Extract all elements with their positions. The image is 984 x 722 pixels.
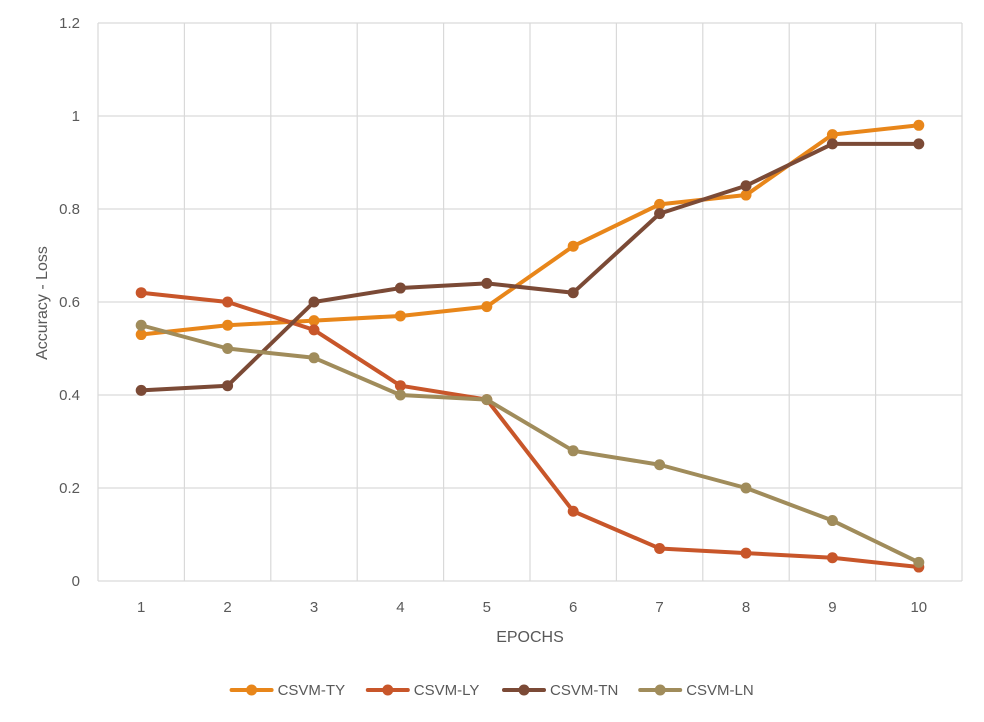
legend-item: CSVM-TY [229,682,346,699]
x-tick-label: 3 [310,599,318,616]
data-point [913,119,925,131]
x-tick-label: 7 [655,599,663,616]
data-point [740,180,752,192]
x-tick-label: 5 [483,599,491,616]
y-tick-label: 1 [72,108,80,125]
data-point [654,198,666,210]
legend-item: CSVM-LN [638,682,754,699]
x-tick-label: 2 [223,599,231,616]
series-csvm-ln [135,319,925,568]
data-point [567,445,579,457]
legend: CSVM-TY CSVM-LY CSVM-TN CSVM-LN [229,682,754,699]
legend-marker [518,684,530,696]
data-point [913,138,925,150]
data-point [567,505,579,517]
data-point [481,394,493,406]
legend-marker [246,684,258,696]
x-axis-title: EPOCHS [496,629,564,646]
x-tick-label: 9 [828,599,836,616]
y-tick-label: 0.2 [59,480,80,497]
data-point [740,189,752,201]
data-point [481,277,493,289]
y-tick-label: 0.8 [59,201,80,218]
data-point [308,296,320,308]
data-point [567,240,579,252]
axis-layer: 0 0.2 0.4 0.6 0.8 1 1.2 1 2 3 4 5 6 7 8 9 10 [59,15,927,616]
data-point [740,547,752,559]
data-point [567,287,579,299]
series-line [139,323,921,565]
series-line [139,290,921,570]
legend-label: CSVM-LN [686,682,754,699]
legend-label: CSVM-TY [278,682,346,699]
data-point [654,542,666,554]
data-point [394,389,406,401]
x-tick-label: 1 [137,599,145,616]
data-point [222,296,234,308]
data-point [913,556,925,568]
data-point [394,380,406,392]
legend-marker [654,684,666,696]
grid-layer [97,22,963,582]
legend-item: CSVM-LY [365,682,480,699]
legend-item: CSVM-TN [502,682,618,699]
legend-marker [382,684,394,696]
data-point [654,459,666,471]
data-point [135,319,147,331]
y-tick-label: 0 [72,573,80,590]
x-tick-label: 4 [396,599,404,616]
y-tick-label: 0.6 [59,294,80,311]
y-axis-title: Accuracy - Loss [34,246,51,360]
label-layer: EPOCHS Accuracy - Loss [34,246,564,646]
data-point [481,301,493,313]
x-tick-label: 10 [910,599,927,616]
x-tick-label: 6 [569,599,577,616]
y-tick-label: 0.4 [59,387,80,404]
data-point [308,315,320,327]
y-tick-label: 1.2 [59,15,80,32]
data-point [222,343,234,354]
x-tick-label: 8 [742,599,750,616]
series-layer [135,119,925,573]
data-point [826,552,838,564]
data-point [222,319,234,331]
data-point [826,129,838,141]
data-point [135,329,147,341]
data-point [394,282,406,294]
data-point [222,380,234,392]
data-point [308,324,320,336]
series-line [139,141,921,393]
legend-label: CSVM-LY [414,682,480,699]
series-csvm-tn [135,138,925,396]
data-point [654,208,666,220]
data-point [394,310,406,322]
data-point [826,138,838,150]
data-point [135,287,147,299]
legend-label: CSVM-TN [550,682,618,699]
data-point [135,384,147,396]
data-point [826,515,838,527]
data-point [740,482,752,494]
data-point [308,352,320,364]
